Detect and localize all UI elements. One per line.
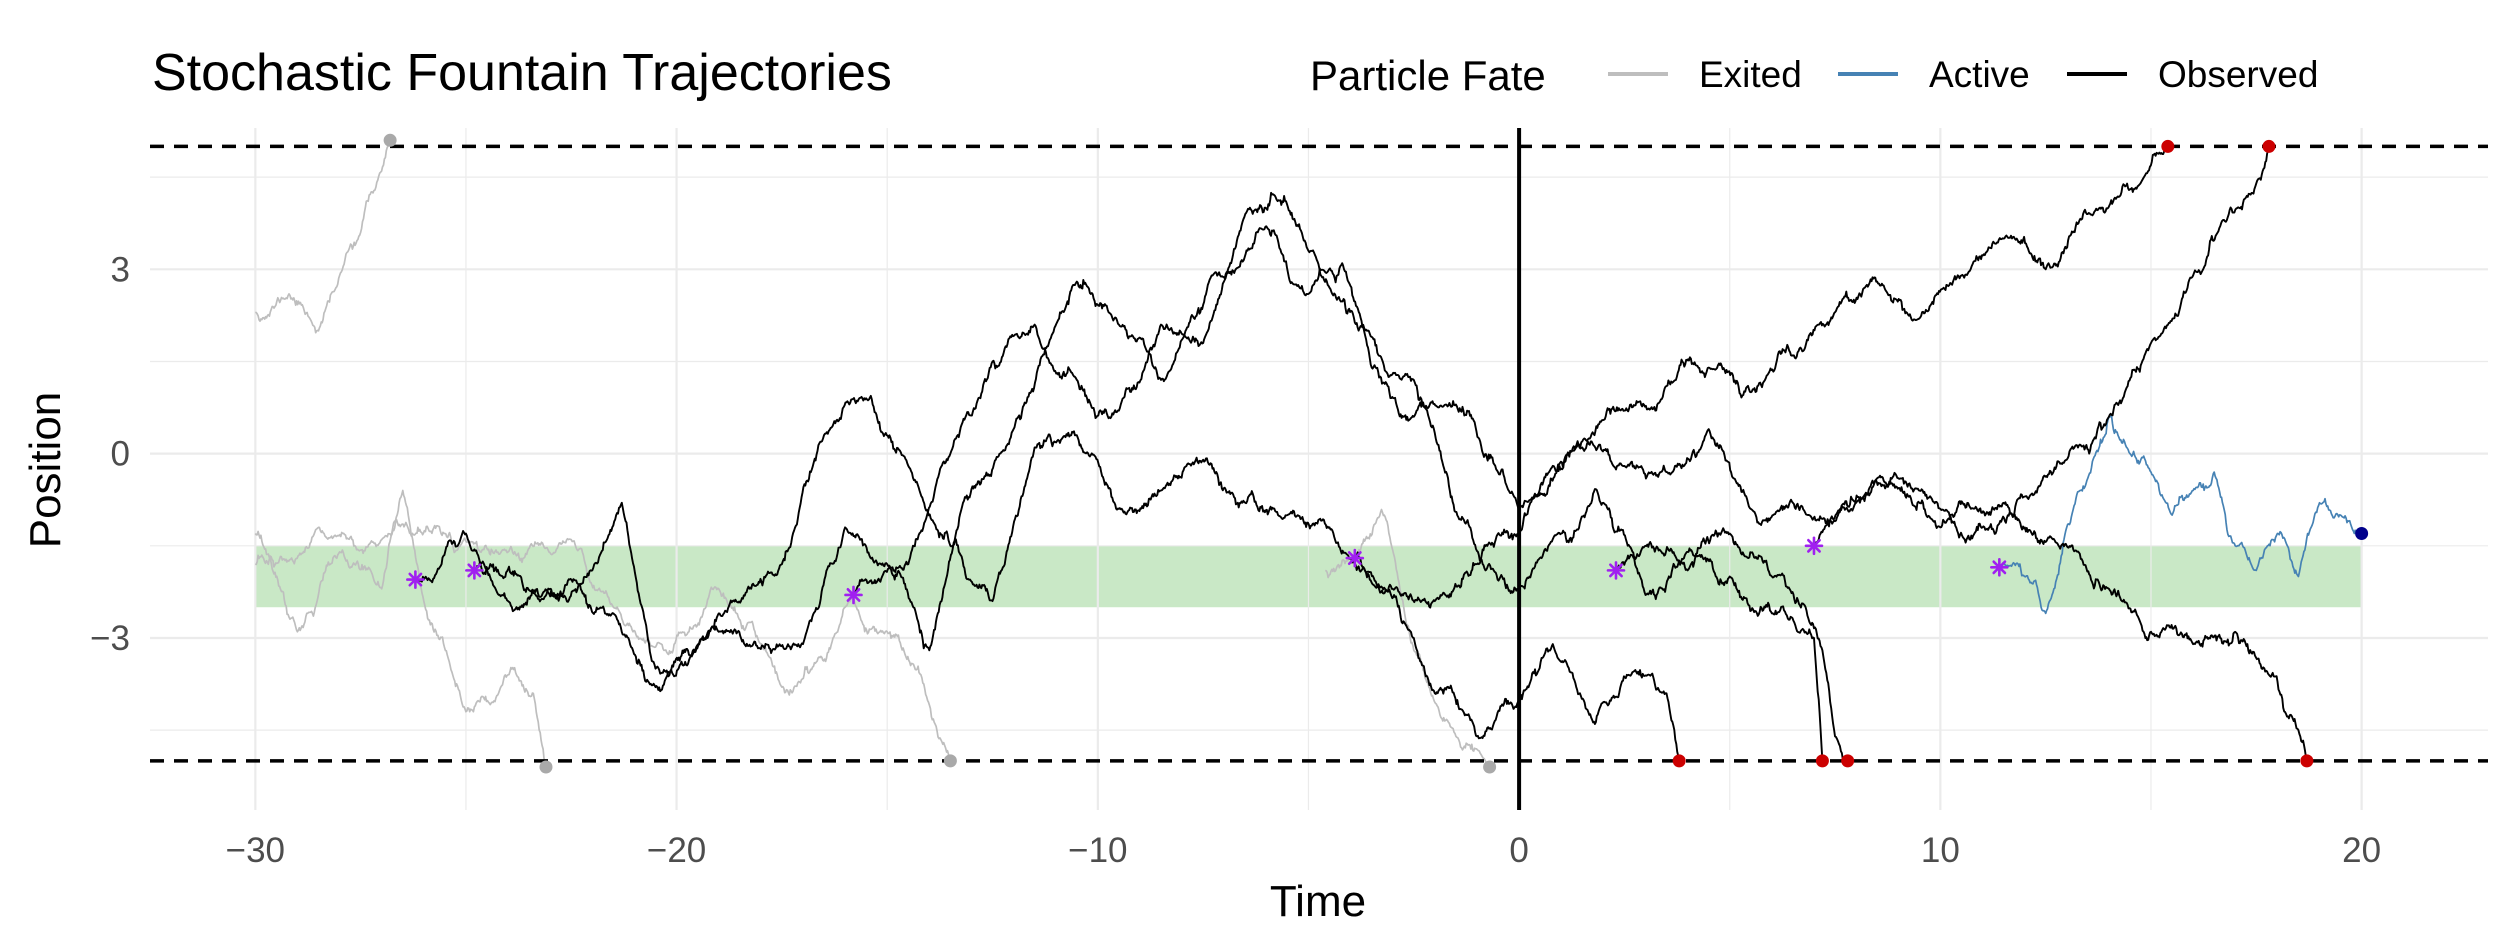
end-marker-active <box>2355 527 2369 541</box>
entry-marker <box>465 561 484 580</box>
legend: Particle Fate Exited Active Observed <box>1310 52 2318 99</box>
entry-marker <box>1990 558 2009 577</box>
trajectory-observed-8 <box>1615 527 1848 764</box>
y-tick-label: 0 <box>111 435 130 474</box>
end-marker-observed <box>2161 139 2175 153</box>
end-marker-observed <box>1815 754 1829 768</box>
trajectory-observed-5 <box>474 394 1681 761</box>
legend-label-exited: Exited <box>1699 54 1802 95</box>
legend-label-active: Active <box>1929 54 2030 95</box>
legend-title: Particle Fate <box>1310 52 1546 99</box>
x-tick-label: −30 <box>226 831 285 870</box>
y-tick-labels: −3 0 3 <box>90 250 130 658</box>
legend-label-observed: Observed <box>2158 54 2318 95</box>
entry-marker <box>406 570 425 589</box>
trajectory-observed-4 <box>415 225 2308 762</box>
trajectory-observed-9 <box>1813 146 2270 547</box>
y-tick-label: 3 <box>111 250 130 289</box>
end-marker-observed <box>1672 754 1686 768</box>
end-marker-exited <box>383 133 397 147</box>
entry-marker <box>1606 561 1626 580</box>
x-tick-label: 0 <box>1509 831 1528 870</box>
end-marker-exited <box>1483 760 1497 774</box>
boundary-layer <box>150 128 2488 810</box>
series-layer <box>254 140 2363 768</box>
trajectory-exited-0 <box>255 140 391 334</box>
end-marker-observed <box>2262 139 2276 153</box>
trajectory-exited-1 <box>254 489 547 768</box>
entry-marker <box>844 585 863 605</box>
x-tick-label: 10 <box>1921 831 1960 870</box>
trajectory-observed-7 <box>1354 145 2169 609</box>
entry-marker <box>1804 536 1824 556</box>
entry-marker <box>1345 548 1365 568</box>
end-marker-exited <box>539 760 553 774</box>
x-axis-title: Time <box>1270 877 1366 926</box>
grid-layer <box>150 128 2488 810</box>
x-tick-label: 20 <box>2342 831 2381 870</box>
end-marker-observed <box>1841 754 1855 768</box>
y-axis-title: Position <box>21 392 70 549</box>
y-tick-label: −3 <box>90 619 130 658</box>
marker-layer <box>383 133 2369 774</box>
trajectory-active-10 <box>1999 415 2363 615</box>
end-marker-observed <box>2300 754 2314 768</box>
trajectory-exited-2 <box>255 518 952 762</box>
x-tick-labels: −30 −20 −10 0 10 20 <box>226 831 2381 870</box>
end-marker-exited <box>943 754 957 768</box>
x-tick-label: −10 <box>1068 831 1127 870</box>
x-tick-label: −20 <box>647 831 706 870</box>
chart-title: Stochastic Fountain Trajectories <box>152 44 892 102</box>
trajectory-observed-6 <box>852 191 1824 761</box>
